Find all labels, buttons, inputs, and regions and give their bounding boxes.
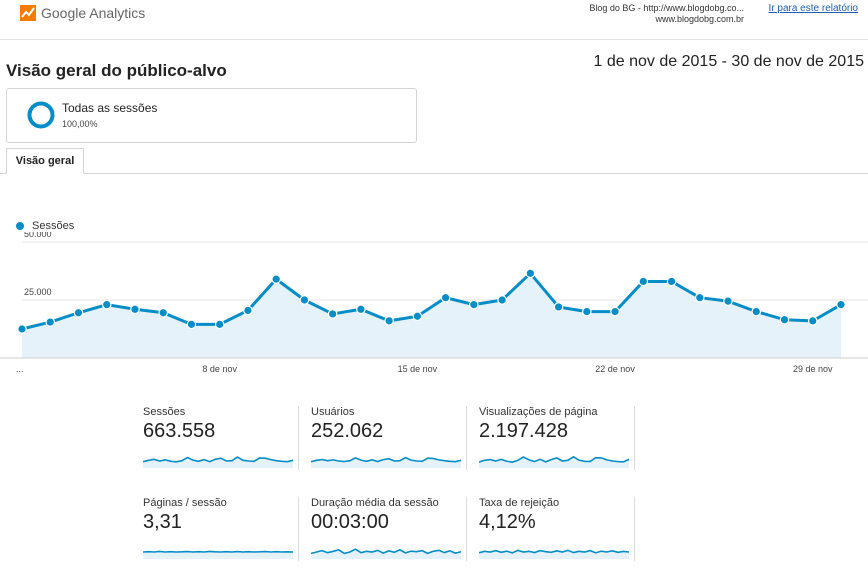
metric-label: Taxa de rejeição	[479, 497, 560, 509]
data-point	[243, 305, 253, 316]
data-point	[45, 317, 56, 327]
tab-overview[interactable]: Visão geral	[6, 148, 84, 174]
data-point	[73, 307, 84, 318]
metric-users[interactable]: Usuários 252.062	[305, 406, 467, 470]
top-bar: Google Analytics Blog do BG - http://www…	[0, 0, 868, 40]
logo-text: Google Analytics	[41, 5, 146, 21]
metric-label: Sessões	[143, 406, 186, 418]
x-tick-label: ...	[16, 364, 24, 374]
legend-dot-icon	[16, 222, 24, 230]
metric-value: 00:03:00	[311, 511, 389, 533]
x-tick-label: 15 de nov	[398, 364, 438, 374]
metric-avg-session-duration[interactable]: Duração média da sessão 00:03:00	[305, 497, 467, 561]
data-point	[101, 299, 112, 310]
metric-sessions[interactable]: Sessões 663.558	[137, 406, 299, 470]
sparkline	[143, 550, 293, 559]
x-tick-label: 29 de nov	[793, 364, 833, 374]
sparkline	[311, 548, 461, 559]
tab-divider	[0, 173, 868, 174]
data-point	[158, 307, 169, 318]
metric-pageviews[interactable]: Visualizações de página 2.197.428	[473, 406, 635, 470]
data-point	[638, 276, 649, 287]
sparkline-line	[143, 550, 293, 553]
sparkline-area	[479, 550, 629, 559]
data-point	[440, 292, 451, 303]
sparkline-line	[479, 549, 629, 554]
sparkline-line	[143, 456, 293, 463]
sparkline	[143, 456, 293, 468]
metric-label: Usuários	[311, 406, 355, 418]
segment-donut-icon	[27, 101, 55, 129]
x-tick-label: 8 de nov	[202, 364, 237, 374]
data-point	[610, 306, 620, 317]
go-to-report-link[interactable]: Ir para este relatório	[768, 3, 859, 14]
sparkline	[479, 549, 629, 559]
metric-value: 663.558	[143, 420, 216, 442]
site-info: Blog do BG - http://www.blogdobg.co... w…	[504, 3, 744, 25]
legend-label: Sessões	[32, 220, 75, 232]
page-title: Visão geral do público-alvo	[6, 61, 227, 80]
data-point	[723, 296, 733, 306]
data-point	[384, 316, 394, 326]
data-point	[694, 292, 705, 303]
data-point	[751, 306, 762, 317]
data-point	[327, 309, 338, 319]
data-point	[525, 268, 536, 279]
data-point	[469, 299, 479, 310]
sparkline-area	[311, 457, 461, 468]
data-point	[356, 304, 366, 315]
data-point	[130, 304, 140, 315]
data-point	[412, 311, 423, 322]
metric-value: 252.062	[311, 420, 384, 442]
y-tick-label: 50.000	[24, 232, 52, 239]
data-point	[214, 319, 225, 330]
sparkline-line	[479, 455, 629, 463]
x-tick-label: 22 de nov	[595, 364, 635, 374]
sparkline-line	[311, 456, 461, 463]
segment-name: Todas as sessões	[62, 101, 158, 115]
metric-value: 3,31	[143, 511, 182, 533]
series-area	[22, 273, 841, 358]
segment-card[interactable]: Todas as sessões 100,00%	[6, 88, 417, 143]
sparkline-line	[311, 548, 461, 555]
data-point	[553, 302, 564, 312]
metric-label: Duração média da sessão	[311, 497, 439, 509]
metric-label: Páginas / sessão	[143, 497, 227, 509]
metric-value: 2.197.428	[479, 420, 568, 442]
data-point	[17, 324, 27, 334]
date-range[interactable]: 1 de nov de 2015 - 30 de nov de 2015	[593, 53, 864, 70]
data-point	[582, 306, 592, 317]
data-point	[299, 295, 310, 305]
data-point	[497, 295, 507, 305]
analytics-logo-icon	[20, 5, 36, 21]
sessions-line-chart[interactable]: 50.000 25.000... 8 de nov 15 de nov 22 de no…	[0, 232, 868, 380]
sparkline	[311, 456, 461, 468]
data-point	[807, 316, 818, 326]
site-url: www.blogdobg.com.br	[655, 14, 744, 24]
chart-legend: Sessões	[16, 220, 74, 232]
sparkline-area	[143, 457, 293, 468]
sparkline-area	[479, 456, 629, 468]
sparkline-area	[143, 551, 293, 559]
metric-value: 4,12%	[479, 511, 536, 533]
data-point	[779, 314, 790, 325]
data-point	[836, 299, 846, 310]
metric-label: Visualizações de página	[479, 406, 598, 418]
data-point	[271, 274, 281, 284]
metric-pages-per-session[interactable]: Páginas / sessão 3,31	[137, 497, 299, 561]
google-analytics-logo: Google Analytics	[20, 5, 145, 21]
site-name: Blog do BG - http://www.blogdobg.co...	[589, 3, 744, 13]
sparkline	[479, 455, 629, 468]
data-point	[186, 319, 197, 330]
metric-bounce-rate[interactable]: Taxa de rejeição 4,12%	[473, 497, 635, 561]
y-tick-label: 25.000	[24, 287, 52, 297]
segment-percent: 100,00%	[62, 119, 98, 129]
data-point	[666, 276, 677, 287]
